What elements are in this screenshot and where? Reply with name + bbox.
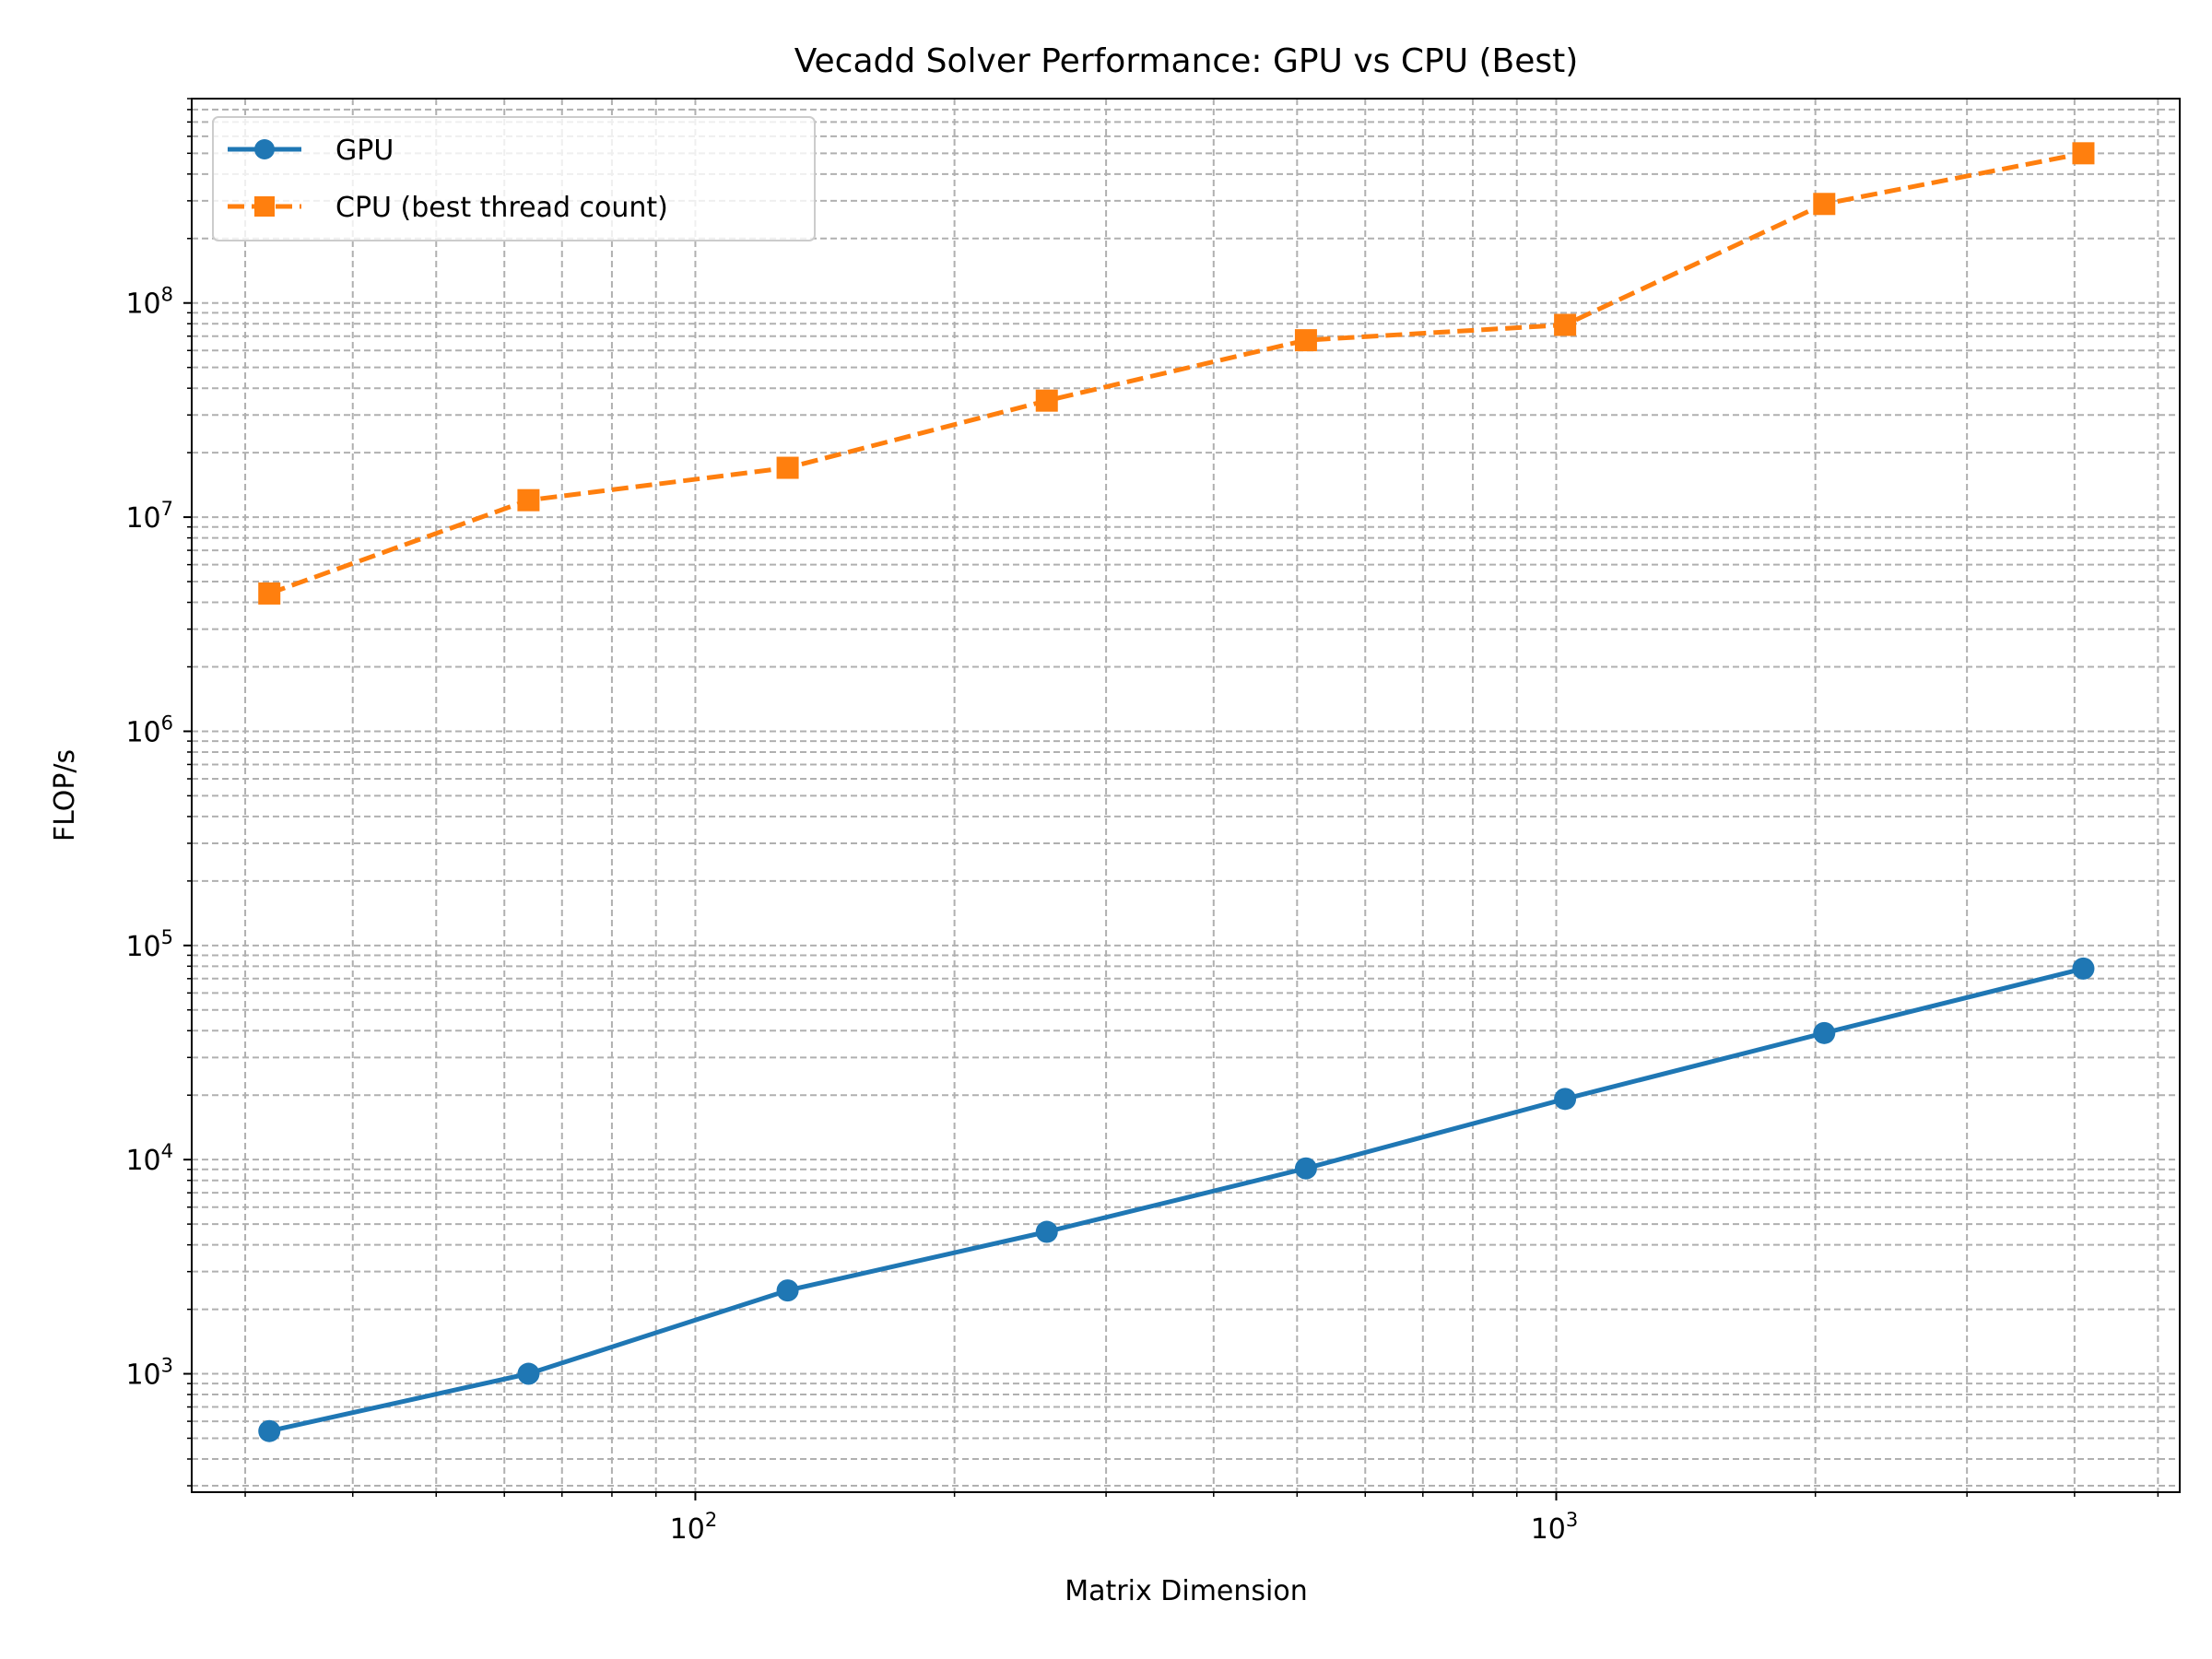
- data-point-0: [1294, 1157, 1317, 1180]
- y-axis-label: FLOP/s: [49, 749, 81, 841]
- y-tick-label: 106: [125, 712, 173, 748]
- data-point-1: [258, 582, 281, 605]
- x-tick-label: 102: [670, 1509, 718, 1546]
- ticks: 102 103 103 104 105 106 107 108: [125, 98, 2159, 1546]
- data-point-0: [1554, 1088, 1577, 1111]
- data-point-1: [776, 456, 799, 479]
- series-line-1: [268, 150, 2084, 596]
- y-tick-label: 104: [125, 1140, 173, 1177]
- data-point-0: [517, 1362, 540, 1385]
- data-point-1: [2072, 142, 2095, 165]
- legend-marker-cpu: [254, 196, 275, 217]
- data-point-0: [776, 1279, 799, 1302]
- grid: [192, 98, 2180, 1492]
- y-tick-label: 108: [125, 284, 173, 321]
- y-tick-label: 105: [125, 926, 173, 963]
- data-point-1: [1554, 313, 1577, 336]
- data-point-1: [517, 488, 540, 512]
- data-point-1: [1813, 193, 1836, 216]
- plot-frame: [191, 98, 2181, 1493]
- data-point-0: [2072, 957, 2095, 980]
- legend-label-gpu: GPU: [335, 135, 394, 167]
- legend-frame: [212, 116, 816, 241]
- y-tick-label: 107: [125, 498, 173, 535]
- data-point-1: [1294, 329, 1317, 352]
- data-point-1: [1035, 389, 1058, 412]
- legend-label-cpu: CPU (best thread count): [335, 192, 668, 224]
- chart-title: Vecadd Solver Performance: GPU vs CPU (B…: [794, 42, 1579, 80]
- series-layer: [258, 142, 2095, 1442]
- legend: GPU CPU (best thread count): [212, 116, 816, 241]
- data-point-0: [1035, 1220, 1058, 1243]
- data-point-0: [1813, 1021, 1836, 1044]
- y-tick-label: 103: [125, 1355, 173, 1392]
- series-line-0: [268, 966, 2085, 1434]
- x-tick-label: 103: [1531, 1509, 1579, 1546]
- data-point-0: [258, 1419, 281, 1442]
- legend-marker-gpu: [254, 139, 275, 159]
- x-axis-label: Matrix Dimension: [1065, 1575, 1307, 1607]
